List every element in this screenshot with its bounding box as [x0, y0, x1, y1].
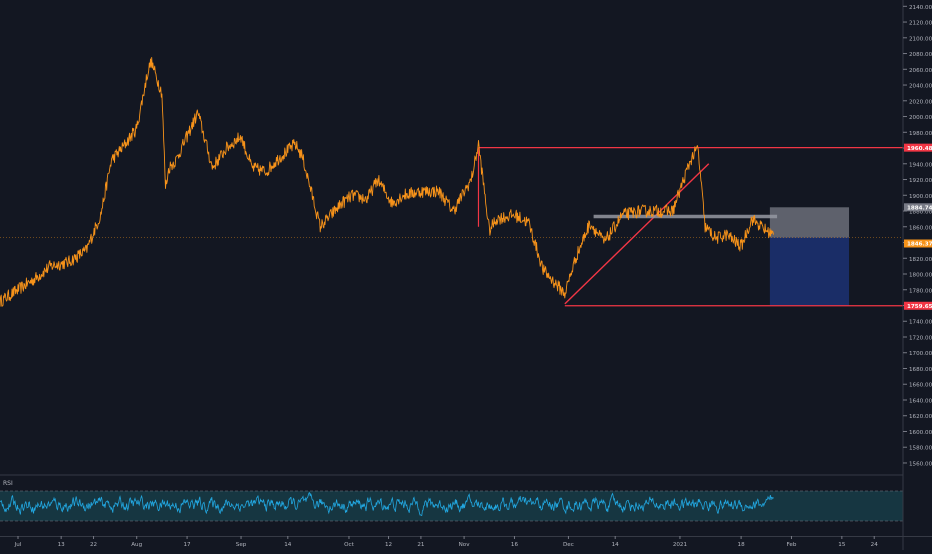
rsi-band	[0, 491, 903, 521]
price-tick-label: 1920.000	[909, 178, 932, 184]
price-label: 1846.376	[907, 242, 932, 248]
time-tick-label: Oct	[344, 542, 354, 548]
price-label: 1960.481	[907, 146, 932, 152]
price-tick-label: 1940.000	[909, 162, 932, 168]
rsi-line[interactable]	[0, 492, 774, 516]
price-tick-label: 1780.000	[909, 288, 932, 294]
price-tick-label: 2080.000	[909, 52, 932, 58]
time-tick-label: Feb	[787, 542, 797, 548]
price-annotations	[0, 147, 903, 307]
price-tick-label: 1740.000	[909, 320, 932, 326]
position-target-zone[interactable]	[769, 207, 850, 238]
price-tick-label: 2060.000	[909, 68, 932, 74]
trend-line[interactable]	[564, 163, 710, 305]
price-label-bg	[904, 301, 932, 310]
price-label: 1759.654	[907, 304, 932, 310]
price-tick-label: 1860.000	[909, 225, 932, 231]
time-tick-label: Sep	[236, 542, 247, 548]
position-stop-zone[interactable]	[769, 237, 850, 306]
time-tick-label: Nov	[459, 542, 471, 548]
time-tick-label: Aug	[131, 542, 142, 548]
price-series	[0, 57, 774, 307]
time-tick-label: Dec	[563, 542, 574, 548]
rsi-title: RSI	[3, 480, 13, 487]
price-series-line[interactable]	[0, 57, 774, 307]
time-tick-label: 13	[58, 542, 66, 548]
time-tick-label: 17	[184, 542, 192, 548]
price-label-bg	[904, 143, 932, 152]
price-tick-label: 2020.000	[909, 99, 932, 105]
price-tick-label: 1560.000	[909, 461, 932, 467]
time-tick-label: 2021	[673, 542, 688, 548]
time-tick-label: 12	[385, 542, 392, 548]
price-tick-label: 1620.000	[909, 414, 932, 420]
price-label-bg	[904, 203, 932, 212]
price-label-bg	[904, 239, 932, 248]
price-axis-bg	[903, 0, 932, 550]
price-tick-label: 1880.000	[909, 210, 932, 216]
price-tick-label: 2000.000	[909, 115, 932, 121]
price-tick-label: 1660.000	[909, 383, 932, 389]
time-tick-label: 14	[284, 542, 292, 548]
price-tick-label: 2040.000	[909, 84, 932, 90]
price-axis: 2140.000 2120.000 2100.000 2080.000 2060.000…	[902, 0, 932, 550]
price-tick-label: 1700.000	[909, 351, 932, 357]
price-tick-label: 1800.000	[909, 273, 932, 279]
time-tick-label: 15	[838, 542, 846, 548]
price-tick-label: 2120.000	[909, 21, 932, 27]
time-axis: Jul 13 22 Aug 17 Sep 14 Oct 12 21 Nov 16 Dec 14 2021 18…	[0, 536, 932, 548]
price-tick-label: 1680.000	[909, 367, 932, 373]
price-tick-label: 2100.000	[909, 36, 932, 42]
price-tick-label: 1720.000	[909, 335, 932, 341]
price-tick-label: 1980.000	[909, 131, 932, 137]
time-tick-label: 22	[90, 542, 97, 548]
price-tick-label: 1600.000	[909, 430, 932, 436]
price-tick-label: 1900.000	[909, 194, 932, 200]
rsi-panel: RSI75.0050.0025.00	[0, 480, 925, 529]
time-tick-label: 21	[417, 542, 425, 548]
price-label: 1884.741	[907, 205, 932, 211]
price-tick-label: 1580.000	[909, 446, 932, 452]
time-tick-label: Jul	[14, 542, 22, 548]
price-tick-label: 2140.000	[909, 5, 932, 11]
time-tick-label: 16	[511, 542, 519, 548]
price-tick-label: 1820.000	[909, 257, 932, 263]
time-tick-label: 18	[738, 542, 746, 548]
time-tick-label: 14	[612, 542, 620, 548]
time-tick-label: 24	[871, 542, 879, 548]
price-tick-label: 1640.000	[909, 398, 932, 404]
